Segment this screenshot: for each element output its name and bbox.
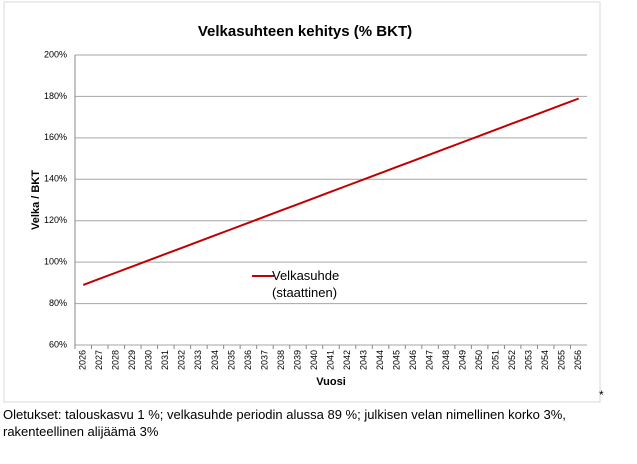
x-tick-label: 2027 — [94, 350, 104, 370]
x-tick-label: 2038 — [276, 350, 286, 370]
x-tick-label: 2042 — [342, 350, 352, 370]
x-tick-label: 2056 — [573, 350, 583, 370]
x-tick-label: 2047 — [424, 350, 434, 370]
data-line — [82, 97, 580, 286]
x-tick-label: 2045 — [391, 350, 401, 370]
y-tick-label: 180% — [44, 91, 67, 101]
x-tick-label: 2033 — [193, 350, 203, 370]
x-tick-label: 2037 — [259, 350, 269, 370]
x-tick-label: 2040 — [309, 350, 319, 370]
chart-title: Velkasuhteen kehitys (% BKT) — [198, 23, 412, 40]
legend-swatch — [252, 275, 274, 277]
x-tick-label: 2049 — [458, 350, 468, 370]
x-tick-label: 2039 — [292, 350, 302, 370]
y-tick-label: 100% — [44, 257, 67, 267]
legend-label: Velkasuhde (staattinen) — [272, 268, 340, 300]
x-tick-label: 2041 — [325, 350, 335, 370]
y-tick-label: 160% — [44, 132, 67, 142]
y-tick-label: 120% — [44, 215, 67, 225]
x-tick-label: 2051 — [491, 350, 501, 370]
y-tick-label: 60% — [49, 339, 67, 349]
y-axis-label: Velka / BKT — [30, 170, 42, 230]
x-tick-label: 2031 — [160, 350, 170, 370]
x-axis-label: Vuosi — [316, 376, 346, 388]
x-tick-label: 2054 — [540, 350, 550, 370]
y-tick-label: 140% — [44, 174, 67, 184]
x-tick-label: 2043 — [358, 350, 368, 370]
y-tick-label: 80% — [49, 298, 67, 308]
x-tick-label: 2055 — [557, 350, 567, 370]
x-tick-label: 2026 — [78, 350, 88, 370]
x-tick-label: 2030 — [144, 350, 154, 370]
x-tick-label: 2034 — [210, 350, 220, 370]
footnote-marker: * — [599, 388, 604, 402]
footnote: Oletukset: talouskasvu 1 %; velkasuhde p… — [3, 407, 566, 439]
x-tick-label: 2050 — [474, 350, 484, 370]
x-tick-label: 2029 — [127, 350, 137, 370]
x-tick-label: 2048 — [441, 350, 451, 370]
x-tick-label: 2032 — [177, 350, 187, 370]
x-tick-label: 2046 — [408, 350, 418, 370]
x-tick-label: 2035 — [226, 350, 236, 370]
x-tick-label: 2036 — [243, 350, 253, 370]
x-tick-label: 2052 — [507, 350, 517, 370]
y-tick-label: 200% — [44, 49, 67, 59]
x-tick-label: 2053 — [524, 350, 534, 370]
x-tick-label: 2044 — [375, 350, 385, 370]
x-tick-label: 2028 — [111, 350, 121, 370]
